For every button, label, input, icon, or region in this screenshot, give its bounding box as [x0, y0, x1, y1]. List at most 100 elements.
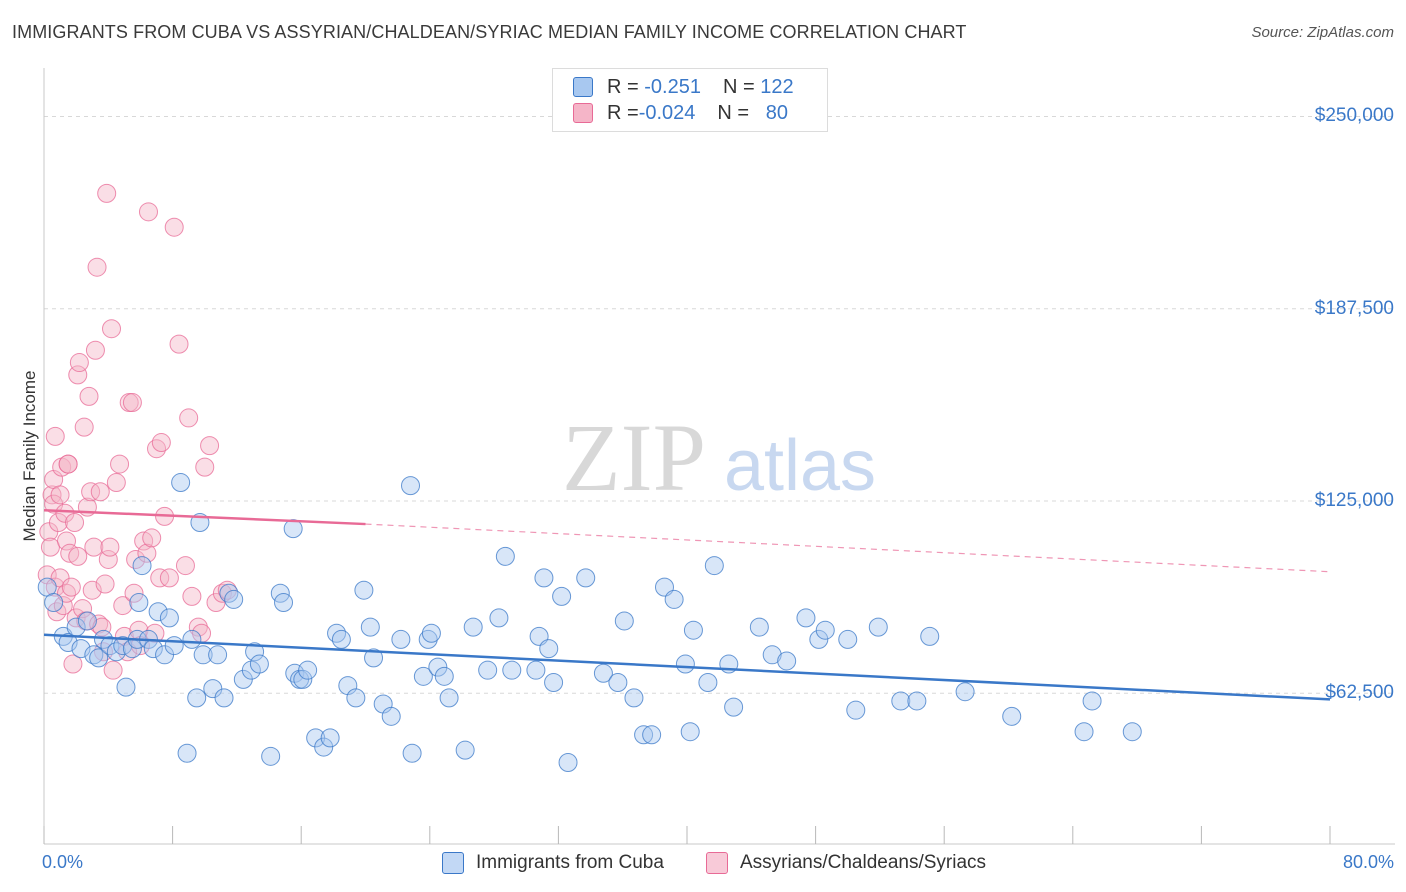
point-assyrian — [182, 586, 202, 606]
point-assyrian — [124, 583, 144, 603]
point-assyrian — [69, 353, 89, 373]
point-assyrian — [97, 183, 117, 203]
point-cuba — [920, 626, 940, 646]
point-cuba — [293, 669, 313, 689]
point-assyrian — [84, 537, 104, 557]
r-value: -0.251 — [644, 75, 701, 98]
point-assyrian — [81, 482, 101, 502]
point-assyrian — [90, 482, 110, 502]
point-cuba — [298, 660, 318, 680]
legend-swatch-pink — [573, 103, 593, 123]
point-cuba — [320, 728, 340, 748]
point-cuba — [261, 746, 281, 766]
x-tick-label-min: 0.0% — [42, 852, 84, 872]
trend-line-cuba — [43, 633, 1331, 701]
point-assyrian — [150, 568, 170, 588]
point-assyrian — [151, 433, 171, 453]
point-cuba — [245, 642, 265, 662]
point-assyrian — [68, 365, 88, 385]
point-cuba — [208, 645, 228, 665]
point-assyrian — [45, 577, 65, 597]
n-label: N = — [717, 101, 750, 124]
point-assyrian — [50, 485, 70, 505]
point-cuba — [418, 629, 438, 649]
trend-line-assyrian — [43, 508, 366, 526]
point-cuba — [148, 602, 168, 622]
point-cuba — [314, 737, 334, 757]
point-cuba — [77, 611, 97, 631]
point-cuba — [680, 722, 700, 742]
source-note: Source: ZipAtlas.com — [1251, 24, 1394, 41]
point-cuba — [401, 476, 421, 496]
point-assyrian — [45, 426, 65, 446]
point-cuba — [274, 593, 294, 613]
point-cuba — [455, 740, 475, 760]
point-cuba — [249, 654, 269, 674]
point-cuba — [434, 666, 454, 686]
point-cuba — [558, 752, 578, 772]
point-cuba — [868, 617, 888, 637]
point-assyrian — [217, 580, 237, 600]
point-assyrian — [40, 537, 60, 557]
point-cuba — [421, 623, 441, 643]
point-assyrian — [92, 617, 112, 637]
point-assyrian — [74, 417, 94, 437]
point-cuba — [463, 617, 483, 637]
chart-title: IMMIGRANTS FROM CUBA VS ASSYRIAN/CHALDEA… — [12, 22, 967, 42]
point-cuba — [331, 629, 351, 649]
point-assyrian — [58, 454, 78, 474]
y-tick-label: $187,500 — [1314, 297, 1394, 319]
point-cuba — [177, 743, 197, 763]
point-cuba — [1002, 706, 1022, 726]
point-assyrian — [95, 574, 115, 594]
point-cuba — [159, 608, 179, 628]
point-cuba — [428, 657, 448, 677]
data-points — [37, 183, 1142, 772]
n-value: 80 — [765, 101, 789, 124]
point-cuba — [364, 648, 384, 668]
y-tick-label: $250,000 — [1314, 105, 1394, 127]
point-cuba — [815, 620, 835, 640]
point-cuba — [171, 473, 191, 493]
point-cuba — [634, 725, 654, 745]
point-assyrian — [138, 202, 158, 222]
point-cuba — [1074, 722, 1094, 742]
r-label: R = — [607, 101, 639, 124]
x-tick-label-max: 80.0% — [1342, 852, 1394, 872]
watermark: ZIP atlas — [562, 404, 876, 511]
point-assyrian — [87, 257, 107, 277]
point-assyrian — [179, 408, 199, 428]
point-cuba — [624, 688, 644, 708]
point-assyrian — [85, 340, 105, 360]
point-cuba — [478, 660, 498, 680]
point-assyrian — [137, 543, 157, 563]
point-cuba — [614, 611, 634, 631]
legend-item-assyrian[interactable]: Assyrians/Chaldeans/Syriacs — [706, 852, 986, 874]
point-assyrian — [159, 568, 179, 588]
point-assyrian — [65, 513, 85, 533]
point-assyrian — [113, 596, 133, 616]
point-cuba — [283, 519, 303, 539]
point-assyrian — [200, 436, 220, 456]
legend-label-assyrian: Assyrians/Chaldeans/Syriacs — [740, 852, 987, 873]
point-assyrian — [106, 473, 126, 493]
point-cuba — [552, 586, 572, 606]
point-cuba — [642, 725, 662, 745]
point-cuba — [164, 636, 184, 656]
point-cuba — [182, 629, 202, 649]
legend-item-cuba[interactable]: Immigrants from Cuba — [442, 852, 664, 874]
point-assyrian — [98, 549, 118, 569]
legend-label-cuba: Immigrants from Cuba — [476, 852, 664, 873]
point-cuba — [891, 691, 911, 711]
point-cuba — [44, 593, 64, 613]
watermark-zip: ZIP — [562, 404, 706, 511]
series-legend: Immigrants from Cuba Assyrians/Chaldeans… — [0, 852, 1406, 876]
point-cuba — [539, 639, 559, 659]
point-assyrian — [48, 513, 68, 533]
point-cuba — [129, 593, 149, 613]
point-assyrian — [100, 537, 120, 557]
point-cuba — [846, 700, 866, 720]
n-label: N = — [722, 75, 755, 98]
point-cuba — [193, 645, 213, 665]
